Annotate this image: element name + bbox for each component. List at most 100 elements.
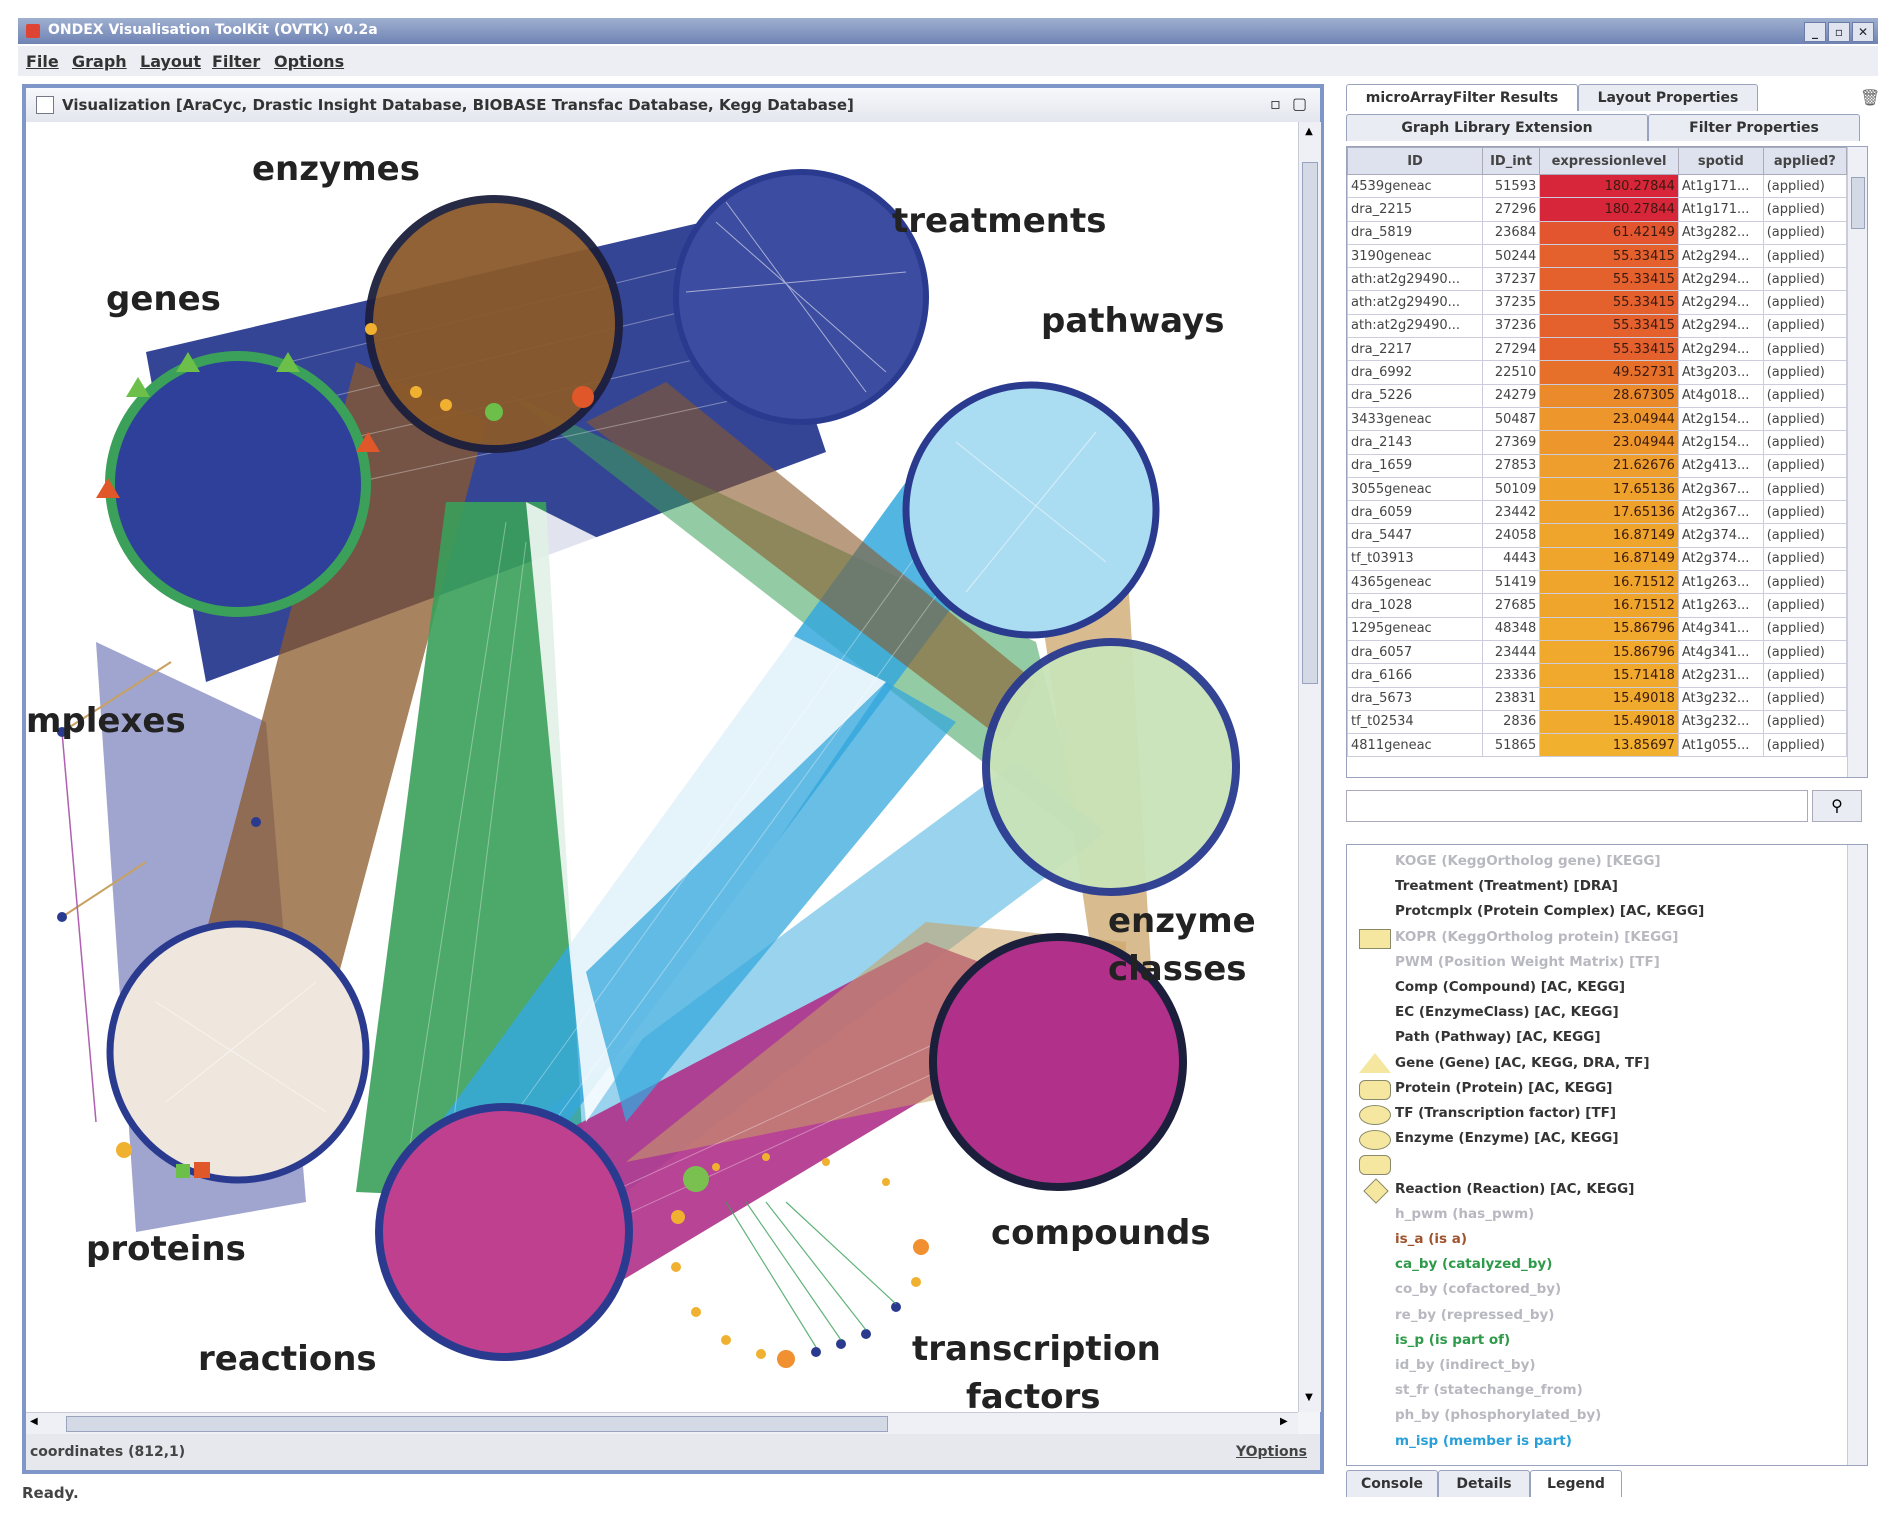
table-cell: 1295geneac xyxy=(1347,616,1484,641)
legend-label: Reaction (Reaction) [AC, KEGG] xyxy=(1395,1180,1635,1197)
table-scroll-thumb[interactable] xyxy=(1851,177,1865,229)
tab-microarray-results[interactable]: microArrayFilter Results xyxy=(1346,84,1578,111)
table-cell: 27685 xyxy=(1482,593,1541,618)
close-button[interactable]: ✕ xyxy=(1852,22,1874,42)
column-header-expressionlevel[interactable]: expressionlevel xyxy=(1539,147,1679,175)
visualization-window: Visualization [AraCyc, Drastic Insight D… xyxy=(22,84,1324,1474)
scroll-right-icon[interactable]: ▶ xyxy=(1280,1416,1288,1427)
microarray-results-table: ID ID_int expressionlevel spotid applied… xyxy=(1346,146,1868,778)
table-cell: 55.33415 xyxy=(1539,313,1679,339)
table-cell: (applied) xyxy=(1762,616,1848,641)
table-cell: 4443 xyxy=(1482,546,1541,572)
horizontal-scrollbar[interactable]: ◀ ▶ xyxy=(26,1412,1298,1435)
menu-graph[interactable]: Graph xyxy=(72,52,127,71)
table-row[interactable]: tf_t03913 4443 16.87149 At2g374... (applied) xyxy=(1347,546,1848,572)
scroll-down-icon[interactable]: ▼ xyxy=(1305,1392,1313,1403)
table-row[interactable]: dra_5673 23831 15.49018 At3g232... (applied) xyxy=(1347,686,1848,711)
table-row[interactable]: dra_5226 24279 28.67305 At4g018... (applied) xyxy=(1347,383,1848,408)
column-header-applied[interactable]: applied? xyxy=(1762,147,1848,175)
inner-edges xyxy=(155,201,1107,1113)
table-row[interactable]: dra_5447 24058 16.87149 At2g374... (applied) xyxy=(1347,523,1848,548)
column-header-spotid[interactable]: spotid xyxy=(1677,147,1764,175)
column-header-id-int[interactable]: ID_int xyxy=(1482,147,1541,175)
tab-console[interactable]: Console xyxy=(1346,1470,1438,1497)
table-cell: ath:at2g29490... xyxy=(1347,267,1484,292)
menu-file[interactable]: File xyxy=(26,52,59,71)
restore-icon[interactable]: ▫ xyxy=(1270,94,1281,113)
graph-canvas[interactable]: enzymes treatments genes pathways mplexe… xyxy=(26,122,1298,1412)
legend-label: Gene (Gene) [AC, KEGG, DRA, TF] xyxy=(1395,1054,1650,1071)
maximize-button[interactable]: ▫ xyxy=(1828,22,1850,42)
legend-label: ph_by (phosphorylated_by) xyxy=(1395,1407,1602,1424)
tab-row-1: microArrayFilter Results Layout Properti… xyxy=(1346,84,1866,112)
scroll-up-icon[interactable]: ▲ xyxy=(1305,126,1313,137)
table-row[interactable]: dra_6057 23444 15.86796 At4g341... (applied) xyxy=(1347,639,1848,665)
table-row[interactable]: dra_5819 23684 61.42149 At3g282... (applied) xyxy=(1347,220,1848,245)
table-row[interactable]: 4365geneac 51419 16.71512 At1g263... (applie… xyxy=(1347,570,1848,595)
table-cell: At2g413... xyxy=(1677,453,1764,478)
table-cell: 55.33415 xyxy=(1539,337,1679,362)
table-row[interactable]: dra_6059 23442 17.65136 At2g367... (applied) xyxy=(1347,500,1848,525)
complex-edge xyxy=(61,661,172,733)
table-cell: 17.65136 xyxy=(1539,476,1679,502)
table-row[interactable]: dra_6992 22510 49.52731 At3g203... (applied) xyxy=(1347,360,1848,385)
legend-label: is_p (is part of) xyxy=(1395,1331,1511,1348)
table-row[interactable]: dra_1028 27685 16.71512 At1g263... (applied) xyxy=(1347,593,1848,618)
band-cyan-middle xyxy=(586,682,956,1122)
table-row[interactable]: tf_t02534 2836 15.49018 At3g232... (applied) xyxy=(1347,709,1848,735)
table-cell: 50487 xyxy=(1482,406,1541,432)
minimize-button[interactable]: _ xyxy=(1804,22,1826,42)
column-header-id[interactable]: ID xyxy=(1347,147,1484,175)
table-cell: dra_6057 xyxy=(1347,639,1484,665)
tab-legend[interactable]: Legend xyxy=(1530,1470,1622,1497)
tab-filter-properties[interactable]: Filter Properties xyxy=(1648,114,1860,141)
yoptions-button[interactable]: YOptions xyxy=(1236,1444,1307,1460)
vertical-scroll-thumb[interactable] xyxy=(1302,162,1318,684)
table-cell: 180.27844 xyxy=(1539,173,1679,199)
search-input[interactable] xyxy=(1346,790,1808,822)
maximize-icon[interactable]: ▢ xyxy=(1292,94,1308,113)
table-cell: At2g294... xyxy=(1677,243,1764,269)
legend-label: KOPR (KeggOrtholog protein) [KEGG] xyxy=(1395,928,1679,945)
table-row[interactable]: 4811geneac 51865 13.85697 At1g055... (applie… xyxy=(1347,733,1848,758)
table-row[interactable]: 3190geneac 50244 55.33415 At2g294... (applie… xyxy=(1347,243,1848,269)
gene-node xyxy=(356,432,380,452)
binoculars-icon[interactable]: ⚲ xyxy=(1812,790,1862,822)
scroll-left-icon[interactable]: ◀ xyxy=(30,1416,38,1427)
table-cell: (applied) xyxy=(1762,593,1848,618)
enzyme-node xyxy=(485,403,503,421)
menu-filter[interactable]: Filter xyxy=(212,52,261,71)
horizontal-scroll-thumb[interactable] xyxy=(66,1416,888,1432)
tab-layout-properties[interactable]: Layout Properties xyxy=(1578,84,1758,111)
table-row[interactable]: dra_1659 27853 21.62676 At2g413... (applied) xyxy=(1347,453,1848,478)
table-scrollbar[interactable] xyxy=(1847,147,1867,777)
menu-layout[interactable]: Layout xyxy=(140,52,201,71)
table-row[interactable]: 4539geneac 51593 180.27844 At1g171... (appli… xyxy=(1347,173,1848,199)
tab-details[interactable]: Details xyxy=(1438,1470,1530,1497)
tab-graph-library-extension[interactable]: Graph Library Extension xyxy=(1346,114,1648,141)
table-cell: At2g154... xyxy=(1677,406,1764,432)
table-row[interactable]: ath:at2g29490... 37235 55.33415 At2g294...(… xyxy=(1347,290,1848,315)
band-brown-classes xyxy=(586,382,1036,742)
table-cell: (applied) xyxy=(1762,639,1848,665)
table-row[interactable]: dra_2217 27294 55.33415 At2g294... (applied) xyxy=(1347,337,1848,362)
table-row[interactable]: 3055geneac 50109 17.65136 At2g367... (applie… xyxy=(1347,476,1848,502)
vertical-scrollbar[interactable]: ▲ ▼ xyxy=(1298,122,1321,1412)
table-row[interactable]: ath:at2g29490... 37236 55.33415 At2g294...(… xyxy=(1347,313,1848,339)
trash-icon[interactable]: 🗑 xyxy=(1860,88,1881,107)
table-row[interactable]: dra_2143 27369 23.04944 At2g154... (applied) xyxy=(1347,430,1848,455)
table-row[interactable]: 3433geneac 50487 23.04944 At2g154... (applie… xyxy=(1347,406,1848,432)
window-checkbox[interactable] xyxy=(36,96,54,114)
table-cell: 23.04944 xyxy=(1539,406,1679,432)
legend-panel: KOGE (KeggOrtholog gene) [KEGG] Treatment… xyxy=(1346,844,1868,1466)
menu-options[interactable]: Options xyxy=(274,52,345,71)
table-row[interactable]: dra_6166 23336 15.71418 At2g231... (applied) xyxy=(1347,663,1848,688)
network-graph[interactable]: enzymes treatments genes pathways mplexe… xyxy=(26,122,1298,1412)
table-row[interactable]: dra_2215 27296 180.27844 At1g171... (applied… xyxy=(1347,197,1848,222)
table-cell: 50109 xyxy=(1482,476,1541,502)
table-cell: 2836 xyxy=(1482,709,1541,735)
table-row[interactable]: 1295geneac 48348 15.86796 At4g341... (applie… xyxy=(1347,616,1848,641)
legend-scrollbar[interactable] xyxy=(1847,845,1867,1465)
table-cell: 13.85697 xyxy=(1539,733,1679,758)
table-row[interactable]: ath:at2g29490... 37237 55.33415 At2g294...(… xyxy=(1347,267,1848,292)
